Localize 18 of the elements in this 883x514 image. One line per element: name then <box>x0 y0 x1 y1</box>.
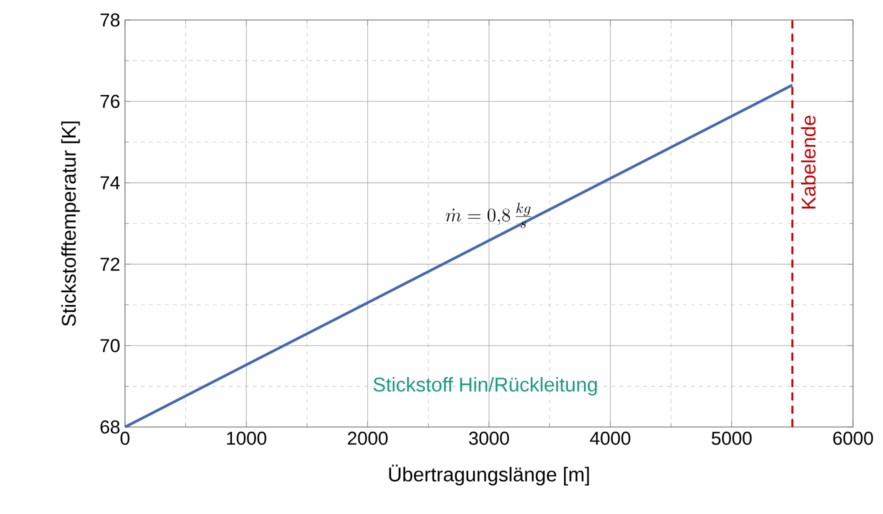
y-axis-title: Stickstofftemperatur [K] <box>61 122 80 326</box>
x-tick-label: 3000 <box>469 432 509 445</box>
x-tick-label: 1000 <box>227 432 266 445</box>
y-tick-label: 74 <box>100 176 120 190</box>
y-tick-label: 68 <box>100 420 120 434</box>
x-tick-label: 6000 <box>833 432 873 445</box>
y-tick-label: 78 <box>100 13 120 27</box>
y-tick-label: 70 <box>100 339 120 352</box>
x-tick-label: 4000 <box>590 432 630 445</box>
x-axis-title: Übertragungslänge [m] <box>389 464 589 486</box>
y-tick-label: 72 <box>100 258 120 271</box>
ref-line-label: Kabelende <box>801 116 816 208</box>
x-tick-label: 2000 <box>348 432 388 445</box>
y-tick-label: 76 <box>100 94 120 108</box>
x-tick-label: 5000 <box>712 432 752 445</box>
x-tick-label: 0 <box>120 432 130 445</box>
annotation: Stickstoff Hin/Rückleitung <box>373 377 597 396</box>
annotation: $\dot{m} = 0{,}8\,\frac{kg}{s}$ <box>446 202 532 228</box>
